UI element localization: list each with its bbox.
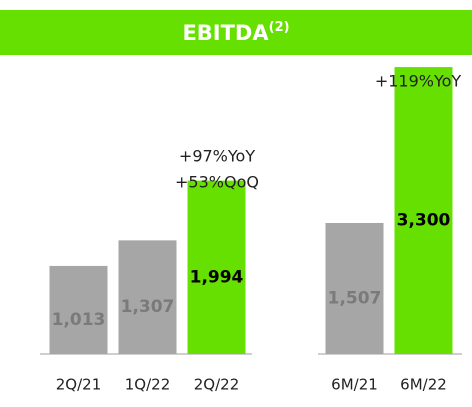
title-band	[0, 10, 472, 55]
value-label: 1,507	[328, 288, 382, 308]
value-label: 3,300	[397, 211, 451, 231]
x-tick-label: 2Q/21	[56, 376, 102, 394]
value-label: 1,013	[52, 310, 106, 330]
title-superscript: (2)	[269, 20, 290, 35]
bar	[49, 265, 108, 354]
bar	[325, 222, 384, 354]
x-tick-label: 6M/21	[331, 376, 378, 394]
bar	[187, 180, 246, 354]
x-tick-label: 6M/22	[400, 376, 447, 394]
x-tick-label: 1Q/22	[125, 376, 171, 394]
annotation: +53%QoQ	[175, 173, 259, 192]
chart-title: EBITDA(2)	[182, 20, 289, 46]
annotation: +119%YoY	[375, 72, 462, 91]
annotation: +97%YoY	[179, 147, 255, 166]
bar	[118, 240, 177, 354]
bar	[394, 67, 453, 354]
title-text: EBITDA	[182, 21, 269, 45]
x-tick-label: 2Q/22	[194, 376, 240, 394]
value-label: 1,307	[121, 297, 175, 317]
value-label: 1,994	[190, 267, 244, 287]
